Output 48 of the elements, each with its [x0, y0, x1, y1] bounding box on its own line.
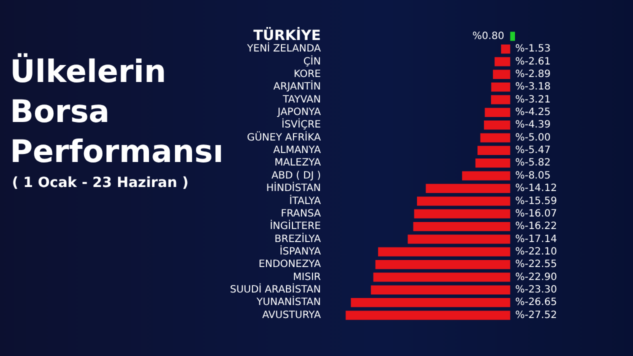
data-label: %-17.14	[515, 234, 557, 245]
y-tick-label: ABD ( DJ )	[271, 170, 321, 182]
data-label: %-3.18	[515, 82, 551, 93]
y-tick-label: GÜNEY AFRİKA	[246, 130, 321, 144]
y-tick-label: TAYVAN	[282, 94, 321, 106]
y-tick-label: YUNANİSTAN	[256, 295, 321, 308]
y-tick-label: YENİ ZELANDA	[246, 42, 321, 55]
y-tick-label: BREZİLYA	[274, 232, 322, 245]
y-tick-label: ARJANTİN	[273, 80, 321, 93]
y-tick-label: ENDONEZYA	[258, 259, 321, 270]
y-tick-label: İSVİÇRE	[282, 118, 321, 131]
y-tick-label: ALMANYA	[273, 145, 321, 156]
y-tick-label: İTALYA	[289, 194, 321, 207]
data-label: %-22.55	[515, 259, 557, 270]
y-tick-label: MALEZYA	[274, 158, 321, 169]
y-tick-label: İSPANYA	[280, 244, 322, 258]
text: Ülkelerin Borsa Performansı	[10, 52, 224, 172]
y-tick-label: AVUSTURYA	[262, 310, 321, 321]
data-label: %-22.10	[515, 246, 557, 258]
data-label: %0.80	[472, 30, 504, 42]
y-tick-label: TÜRKİYE	[253, 26, 321, 44]
y-tick-label: SUUDİ ARABİSTAN	[230, 282, 321, 296]
data-label: %-27.52	[515, 310, 557, 321]
y-tick-label: MISIR	[293, 272, 321, 283]
y-tick-label: JAPONYA	[276, 107, 322, 118]
data-label: %-22.90	[515, 272, 557, 283]
data-label: %-5.47	[515, 145, 551, 156]
data-label: %-5.82	[515, 158, 551, 169]
data-label: %-16.07	[515, 208, 557, 220]
text: ( 1 Ocak - 23 Haziran )	[12, 175, 188, 191]
data-label: %-26.65	[515, 297, 557, 308]
data-label: %-23.30	[515, 284, 557, 296]
y-tick-label: İNGİLTERE	[270, 219, 321, 232]
data-label: %-2.61	[515, 56, 551, 68]
data-label: %-4.25	[515, 107, 551, 118]
y-tick-label: KORE	[294, 68, 321, 80]
data-label: %-16.22	[515, 221, 557, 232]
y-tick-label: FRANSA	[280, 208, 321, 220]
y-tick-label: HİNDİSTAN	[266, 181, 321, 194]
data-label: %-5.00	[515, 132, 551, 144]
data-label: %-15.59	[515, 196, 557, 207]
data-label: %-3.21	[515, 94, 551, 106]
data-label: %-4.39	[515, 120, 551, 131]
data-label: %-8.05	[515, 170, 551, 182]
data-label: %-14.12	[515, 183, 557, 194]
data-label: %-1.53	[515, 44, 551, 55]
y-tick-label: ÇİN	[303, 54, 321, 68]
data-label: %-2.89	[515, 68, 551, 80]
